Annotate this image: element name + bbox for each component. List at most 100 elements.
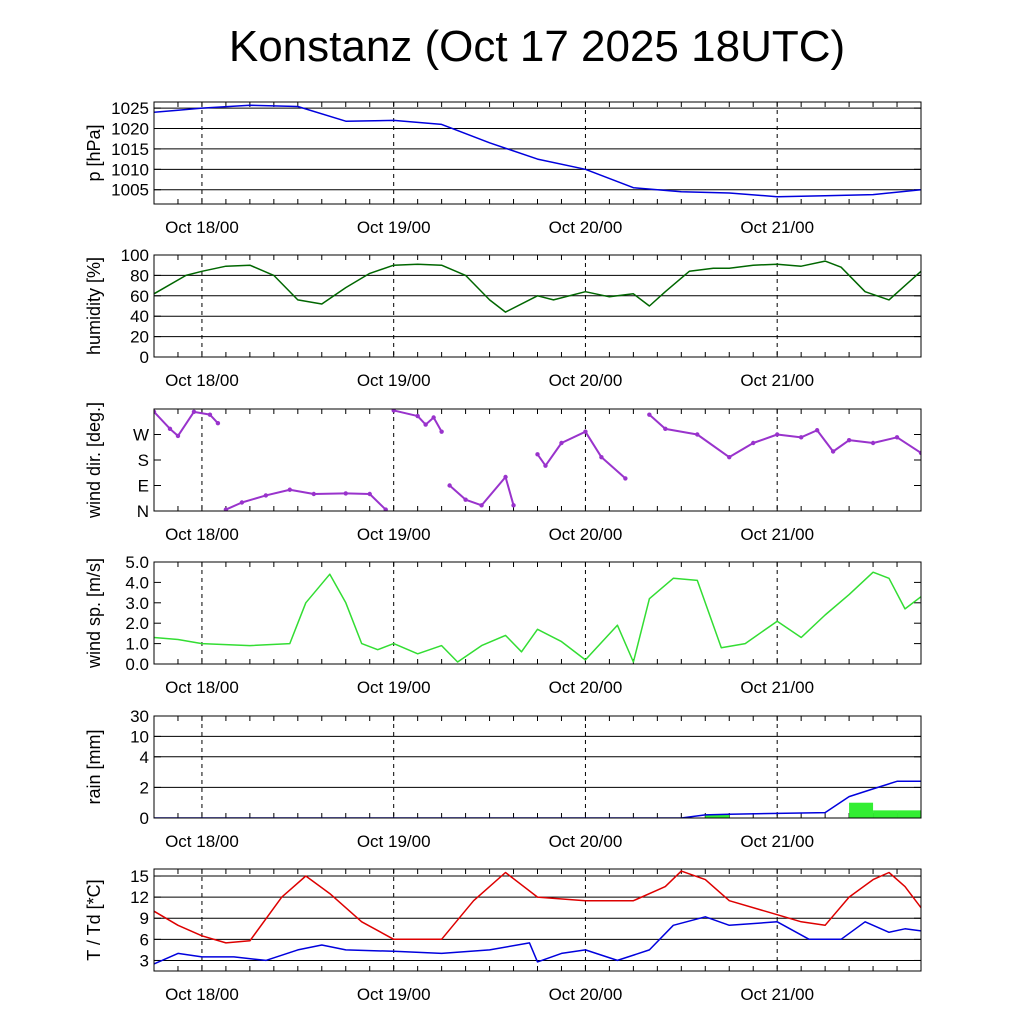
- wind-direction-trace: [193, 410, 211, 416]
- rain-bar: [873, 810, 898, 818]
- rain-bar: [897, 810, 921, 818]
- wind-direction-point: [918, 450, 921, 456]
- wind-direction-trace: [536, 453, 547, 467]
- wind-speed-panel: Oct 18/00 Oct 19/00 Oct 20/00 Oct 21/00 0.01…: [84, 553, 922, 697]
- wind-speed-series-line-0: [154, 571, 921, 663]
- humidity-plot-area: [154, 260, 921, 313]
- date-label: Oct 18/00: [165, 371, 239, 390]
- y-tick-label: 1005: [111, 181, 149, 200]
- wind-direction-trace: [241, 494, 267, 504]
- y-tick-label: 30: [130, 707, 149, 726]
- temperature-series-line-1: [154, 916, 921, 965]
- wind-direction-point: [311, 491, 316, 497]
- y-tick-label: 9: [140, 909, 149, 928]
- wind-direction-trace: [154, 411, 171, 430]
- date-label: Oct 19/00: [357, 678, 431, 697]
- date-label: Oct 20/00: [549, 218, 623, 237]
- page-title: Konstanz (Oct 17 2025 18UTC): [228, 22, 846, 71]
- pressure-plot-area: [154, 104, 921, 198]
- pressure-panel: Oct 18/00 Oct 19/00 Oct 20/00 Oct 21/00 1005…: [84, 99, 922, 237]
- wind-direction-trace: [345, 492, 370, 495]
- wind-direction-trace: [265, 488, 291, 497]
- date-label: Oct 20/00: [549, 525, 623, 544]
- wind-direction-trace: [177, 411, 195, 437]
- wind-direction-point: [623, 476, 628, 481]
- wind-direction-panel: Oct 18/00 Oct 19/00 Oct 20/00 Oct 21/00 NESW…: [84, 402, 922, 544]
- temperature-plot-area: [154, 870, 921, 965]
- date-label: Oct 18/00: [165, 832, 239, 851]
- wind-direction-trace: [800, 429, 818, 439]
- y-tick-label: 0: [140, 348, 149, 367]
- wind-direction-trace: [777, 433, 802, 439]
- date-label: Oct 19/00: [357, 832, 431, 851]
- y-tick-label: 0: [140, 809, 149, 828]
- y-axis-label: wind dir. [deg.]: [84, 402, 104, 519]
- wind-direction-plot-area: [154, 409, 921, 511]
- date-label: Oct 20/00: [549, 832, 623, 851]
- rain-bar: [849, 802, 874, 818]
- date-label: Oct 19/00: [357, 371, 431, 390]
- y-tick-label: 80: [130, 266, 149, 285]
- rain-bar: [705, 814, 730, 818]
- date-label: Oct 21/00: [740, 832, 814, 851]
- wind-direction-trace: [544, 442, 563, 467]
- y-tick-label: 15: [130, 867, 149, 886]
- wind-direction-trace: [752, 433, 778, 444]
- panel-frame: [153, 101, 922, 205]
- wind-direction-trace: [393, 409, 418, 418]
- humidity-panel: Oct 18/00 Oct 19/00 Oct 20/00 Oct 21/00 020 4…: [84, 246, 922, 390]
- y-axis-label: humidity [%]: [84, 257, 104, 355]
- y-tick-label: 20: [130, 328, 149, 347]
- wind-direction-trace: [225, 501, 243, 511]
- panel-frame: [153, 868, 922, 972]
- wind-direction-trace: [896, 436, 921, 454]
- y-tick-label: S: [138, 451, 149, 470]
- y-tick-label: 1015: [111, 140, 149, 159]
- wind-direction-trace: [504, 476, 515, 506]
- date-label: Oct 21/00: [740, 985, 814, 1004]
- y-tick-label: 2.0: [125, 614, 149, 633]
- wind-direction-trace: [848, 439, 874, 444]
- temperature-series-line-0: [154, 870, 921, 944]
- y-tick-label: 2: [140, 778, 149, 797]
- wind-direction-trace: [665, 427, 698, 436]
- wind-direction-trace: [465, 498, 482, 507]
- panel-frame: [153, 561, 922, 665]
- wind-direction-trace: [728, 442, 754, 459]
- date-label: Oct 18/00: [165, 678, 239, 697]
- y-tick-label: 12: [130, 888, 149, 907]
- wind-direction-trace: [369, 493, 387, 511]
- wind-speed-plot-area: [154, 571, 921, 663]
- y-axis-label: T / Td [*C]: [84, 879, 104, 960]
- y-tick-label: 3.0: [125, 594, 149, 613]
- wind-direction-point: [343, 491, 348, 496]
- y-axis-label: p [hPa]: [84, 124, 104, 181]
- y-tick-label: 4.0: [125, 573, 149, 592]
- date-label: Oct 18/00: [165, 985, 239, 1004]
- wind-direction-point: [383, 507, 388, 511]
- date-label: Oct 19/00: [357, 525, 431, 544]
- y-tick-label: 3: [140, 951, 149, 970]
- wind-direction-trace: [648, 413, 666, 430]
- y-tick-label: 1010: [111, 160, 149, 179]
- pressure-series-line-0: [154, 104, 921, 198]
- temperature-panel: Oct 18/00 Oct 19/00 Oct 20/00 Oct 21/00 3 6 9 1…: [84, 867, 922, 1004]
- wind-direction-trace: [816, 429, 834, 453]
- date-label: Oct 18/00: [165, 525, 239, 544]
- y-tick-label: 100: [121, 246, 149, 265]
- y-tick-label: 5.0: [125, 553, 149, 572]
- date-label: Oct 19/00: [357, 985, 431, 1004]
- date-label: Oct 20/00: [549, 678, 623, 697]
- date-label: Oct 20/00: [549, 371, 623, 390]
- date-label: Oct 21/00: [740, 371, 814, 390]
- y-tick-label: 40: [130, 307, 149, 326]
- wind-direction-point: [511, 503, 516, 508]
- wind-direction-trace: [432, 417, 443, 433]
- y-tick-label: 10: [130, 727, 149, 746]
- date-label: Oct 21/00: [740, 678, 814, 697]
- wind-direction-trace: [696, 433, 730, 458]
- y-tick-label: N: [137, 502, 149, 521]
- panel-frame: [153, 715, 922, 819]
- y-tick-label: 1020: [111, 120, 149, 139]
